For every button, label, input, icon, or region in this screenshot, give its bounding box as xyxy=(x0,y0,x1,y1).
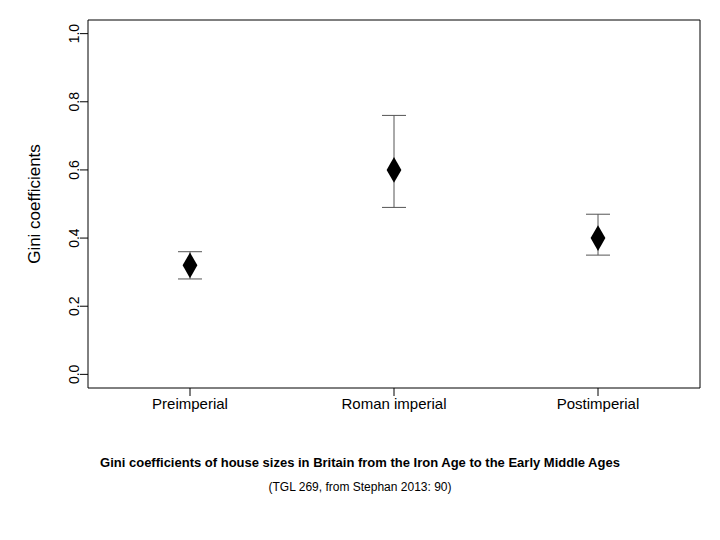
html-text:(TGL 269, from Stephan 2013: 9: (TGL 269, from Stephan 2013: 90) xyxy=(268,480,452,494)
svg-text:0.6: 0.6 xyxy=(66,160,82,180)
svg-text:Gini coefficients: Gini coefficients xyxy=(25,144,44,264)
svg-text:0.2: 0.2 xyxy=(66,296,82,316)
svg-text:Preimperial: Preimperial xyxy=(152,395,228,412)
html-text:Gini coefficients of house siz: Gini coefficients of house sizes in Brit… xyxy=(100,455,620,470)
svg-text:Postimperial: Postimperial xyxy=(557,395,640,412)
svg-text:0.4: 0.4 xyxy=(66,228,82,248)
svg-text:0.8: 0.8 xyxy=(66,92,82,112)
svg-text:Roman imperial: Roman imperial xyxy=(341,395,446,412)
svg-text:1.0: 1.0 xyxy=(66,24,82,44)
svg-text:0.0: 0.0 xyxy=(66,364,82,384)
